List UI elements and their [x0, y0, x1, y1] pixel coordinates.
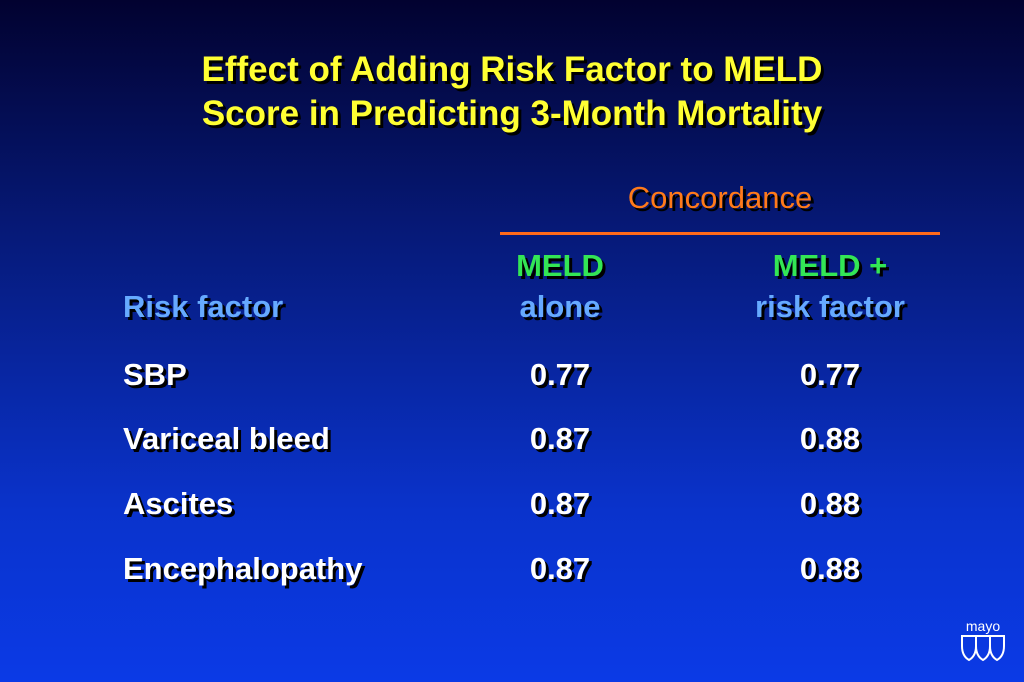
slide-title: Effect of Adding Risk Factor to MELD Sco… [0, 48, 1024, 136]
column-header-meld-plus-line2: risk factor [755, 289, 905, 324]
row-label: SBP [123, 357, 187, 392]
column-header-risk-factor: Risk factor [123, 289, 284, 324]
column-header-meld-alone-line1: MELD [516, 248, 604, 283]
mayo-logo: mayo [960, 618, 1006, 664]
table-row: Encephalopathy 0.87 0.88 [0, 544, 1024, 594]
meld-plus-value: 0.88 [799, 421, 861, 456]
row-label: Encephalopathy [123, 551, 363, 586]
meld-alone-value: 0.87 [529, 486, 591, 521]
concordance-rule [500, 232, 940, 235]
meld-plus-value: 0.88 [799, 486, 861, 521]
row-label: Ascites [123, 486, 234, 521]
meld-plus-value: 0.77 [799, 357, 861, 392]
row-label: Variceal bleed [123, 421, 330, 456]
slide-title-line2: Score in Predicting 3-Month Mortality [201, 94, 823, 133]
concordance-header: Concordance [627, 180, 813, 215]
column-header-meld-alone-line2: alone [519, 289, 601, 324]
meld-alone-value: 0.77 [529, 357, 591, 392]
meld-plus-value: 0.88 [799, 551, 861, 586]
meld-alone-value: 0.87 [529, 551, 591, 586]
table-row: Ascites 0.87 0.88 [0, 479, 1024, 529]
column-header-meld-plus-line1: MELD + [772, 248, 888, 283]
meld-alone-value: 0.87 [529, 421, 591, 456]
slide-title-line1: Effect of Adding Risk Factor to MELD [201, 50, 823, 89]
column-header-meld-alone: MELD alone [460, 245, 660, 327]
mayo-logo-text: mayo [965, 618, 1001, 634]
column-header-meld-plus: MELD + risk factor [710, 245, 950, 327]
table-row: Variceal bleed 0.87 0.88 [0, 414, 1024, 464]
table-row: SBP 0.77 0.77 [0, 350, 1024, 400]
triple-shield-icon [961, 635, 1005, 662]
